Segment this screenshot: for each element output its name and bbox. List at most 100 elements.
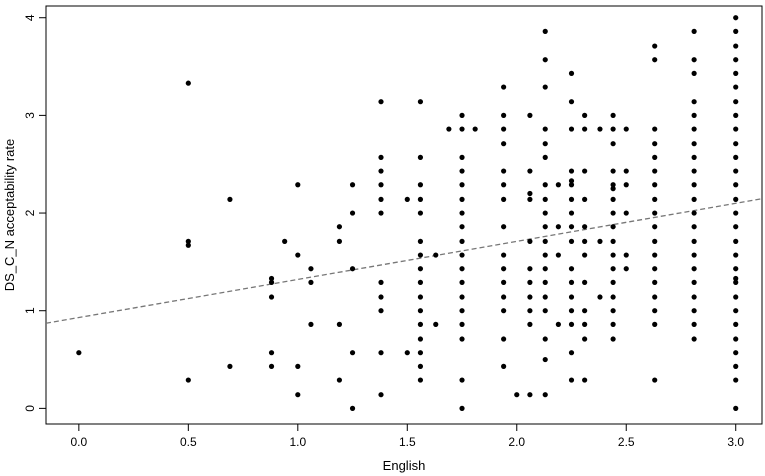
data-point [378, 308, 384, 314]
data-point [542, 252, 548, 258]
data-point [227, 363, 233, 369]
data-point [582, 224, 588, 230]
data-point [308, 266, 314, 272]
data-point [733, 126, 739, 132]
data-point [542, 84, 548, 90]
data-point [349, 350, 356, 356]
data-point [610, 336, 616, 342]
data-point [295, 363, 301, 369]
data-point [691, 112, 697, 118]
data-point [555, 224, 561, 230]
data-point [527, 112, 533, 118]
data-point [652, 43, 658, 49]
data-point [652, 57, 658, 63]
data-point [582, 126, 588, 132]
data-point [610, 186, 616, 192]
data-point [568, 99, 575, 105]
data-point [501, 224, 507, 230]
data-point [733, 112, 739, 118]
data-point [417, 350, 424, 356]
data-point [433, 252, 439, 258]
data-point [733, 252, 739, 258]
data-point [555, 321, 561, 327]
data-point [582, 238, 588, 244]
data-point [336, 238, 343, 244]
data-point [268, 279, 275, 285]
data-point [597, 294, 603, 300]
data-point [610, 238, 616, 244]
data-point [404, 196, 410, 202]
data-point [691, 336, 697, 342]
data-point [733, 405, 739, 411]
data-point [417, 154, 424, 160]
data-point [610, 266, 616, 272]
data-point [76, 350, 82, 356]
y-tick-label: 1 [23, 307, 37, 314]
data-point [459, 279, 465, 285]
data-point [568, 279, 575, 285]
x-axis-title: English [383, 458, 426, 473]
data-point [542, 294, 548, 300]
data-point [582, 279, 588, 285]
data-point [582, 321, 588, 327]
data-point [691, 154, 697, 160]
data-point [555, 182, 561, 188]
data-point [691, 99, 697, 105]
data-point [378, 392, 384, 398]
data-point [501, 141, 507, 147]
data-point [733, 15, 739, 21]
data-point [623, 252, 629, 258]
x-tick-label: 0.0 [71, 435, 88, 449]
data-point [295, 182, 301, 188]
data-point [733, 336, 739, 342]
data-point [417, 238, 424, 244]
data-point [417, 252, 424, 258]
data-point [652, 196, 658, 202]
y-tick-label: 3 [23, 112, 37, 119]
data-point [417, 336, 424, 342]
data-point [404, 350, 410, 356]
data-point [308, 321, 314, 327]
x-tick-label: 0.5 [180, 435, 197, 449]
data-point [378, 154, 384, 160]
data-point [459, 308, 465, 314]
data-point [501, 196, 507, 202]
data-point [733, 275, 739, 282]
data-point [417, 266, 424, 272]
data-point [501, 126, 507, 132]
data-point [568, 238, 575, 244]
data-point [336, 321, 343, 327]
data-points [76, 15, 739, 411]
data-point [378, 210, 384, 216]
x-tick-label: 2.0 [508, 435, 525, 449]
y-tick-label: 4 [23, 14, 37, 21]
data-point [542, 57, 548, 63]
data-point [733, 182, 739, 188]
data-point [542, 392, 548, 398]
data-point [691, 210, 697, 216]
data-point [582, 252, 588, 258]
data-point [652, 141, 658, 147]
data-point [459, 238, 465, 244]
data-point [568, 182, 575, 188]
data-point [652, 294, 658, 300]
data-point [295, 392, 301, 398]
data-point [542, 224, 548, 230]
data-point [555, 252, 561, 258]
data-point [610, 196, 616, 202]
data-point [733, 99, 739, 105]
data-point [652, 126, 658, 132]
data-point [568, 168, 575, 174]
data-point [610, 321, 616, 327]
data-point [459, 321, 465, 327]
data-point [597, 238, 603, 244]
data-point [268, 363, 275, 369]
data-point [691, 141, 697, 147]
data-point [652, 266, 658, 272]
data-point [459, 182, 465, 188]
y-tick-label: 0 [23, 405, 37, 412]
data-point [542, 308, 548, 314]
data-point [610, 294, 616, 300]
data-point [459, 294, 465, 300]
